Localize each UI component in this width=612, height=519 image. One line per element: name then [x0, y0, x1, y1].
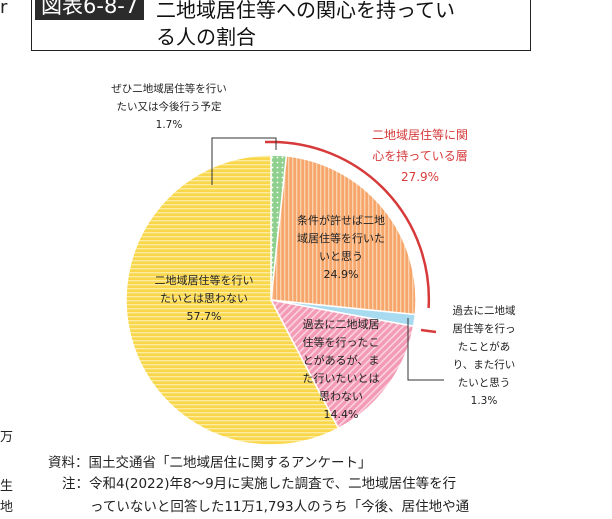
- side-fragment-1: 万: [0, 430, 14, 445]
- figure-badge: 図表6-8-7: [35, 0, 145, 20]
- slice-label-4-line3: とがあるが、ま: [302, 354, 380, 367]
- slice-value-1: 1.7%: [155, 119, 183, 131]
- slice-label-3-line3: たことがあ: [457, 341, 511, 353]
- interest-annotation: 二地域居住等に関 心を持っている層 27.9%: [362, 125, 478, 188]
- figure-title-line2: る人の割合: [156, 25, 256, 49]
- slice-label-5: 二地域居住等を行い たいとは思わない 57.7%: [134, 272, 274, 326]
- pie-slice-5: [125, 154, 340, 446]
- figure-title-line1: 二地域居住等への関心を持ってい: [156, 0, 455, 22]
- slice-label-5-line2: たいとは思わない: [160, 292, 248, 305]
- footnote-line2: っていないと回答した11万1,793人のうち「今後、居住地や通: [90, 499, 470, 515]
- footnote: 注：令和4(2022)年8～9月に実施した調査で、二地域居住等を行 っていないと…: [62, 473, 469, 519]
- side-fragment-3: 地: [0, 500, 14, 515]
- slice-label-3-line2: 居住等を行っ: [452, 323, 516, 335]
- slice-label-2-line2: 域居住等を行いた: [297, 232, 385, 245]
- side-fragment-top: r: [0, 0, 8, 18]
- side-fragment-2: 生: [0, 479, 14, 494]
- interest-annotation-line1: 二地域居住等に関: [371, 128, 468, 142]
- slice-label-4-line5: 思わない: [319, 390, 363, 403]
- leader-line-slice-3: [407, 318, 444, 381]
- slice-label-4: 過去に二地域居 住等を行ったこ とがあるが、ま た行いたいとは 思わない 14.…: [283, 316, 399, 424]
- slice-label-3-line4: り、また行い: [452, 359, 516, 371]
- leader-line-slice-1: [211, 137, 277, 185]
- pie-slice-2: [270, 154, 417, 316]
- slice-label-2-line1: 条件が許せば二地: [297, 214, 385, 227]
- slice-label-3-line5: たいと思う: [457, 377, 511, 389]
- slice-value-2: 24.9%: [323, 268, 359, 281]
- slice-label-3-line1: 過去に二地域: [452, 305, 516, 317]
- slice-value-3: 1.3%: [470, 395, 498, 407]
- footnote-line1: 注：令和4(2022)年8～9月に実施した調査で、二地域居住等を行: [62, 476, 457, 492]
- slice-label-3: 過去に二地域 居住等を行っ たことがあ り、また行い たいと思う 1.3%: [434, 302, 534, 410]
- pie-slice-4: [269, 298, 415, 430]
- slice-label-5-line1: 二地域居住等を行い: [154, 274, 254, 287]
- source-note: 資料：国土交通省「二地域居住に関するアンケート」: [48, 455, 372, 471]
- interest-annotation-value: 27.9%: [400, 170, 440, 184]
- slice-value-4: 14.4%: [323, 408, 359, 421]
- slice-label-1-line2: たい又は今後行う予定: [116, 101, 222, 113]
- interest-annotation-line2: 心を持っている層: [372, 149, 468, 163]
- slice-label-4-line4: た行いたいとは: [302, 372, 380, 385]
- slice-label-4-line1: 過去に二地域居: [302, 318, 380, 331]
- slice-label-2-line3: いと思う: [319, 250, 363, 263]
- slice-label-4-line2: 住等を行ったこ: [302, 336, 380, 349]
- slice-label-1-line1: ぜひ二地域居住等を行い: [111, 83, 227, 95]
- slice-label-1: ぜひ二地域居住等を行い たい又は今後行う予定 1.7%: [74, 80, 264, 134]
- slice-label-2: 条件が許せば二地 域居住等を行いた いと思う 24.9%: [285, 212, 397, 284]
- slice-value-5: 57.7%: [186, 310, 222, 323]
